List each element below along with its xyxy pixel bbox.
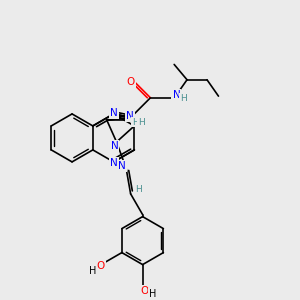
Text: H: H (89, 266, 97, 276)
Text: N: N (118, 161, 126, 171)
Text: H: H (138, 118, 145, 127)
Text: O: O (127, 77, 135, 87)
Text: O: O (140, 286, 149, 296)
Text: N: N (110, 108, 118, 118)
Text: H: H (135, 185, 142, 194)
Text: O: O (97, 261, 105, 271)
Text: N: N (110, 158, 118, 168)
Text: N: N (126, 111, 134, 121)
Text: H: H (149, 289, 156, 298)
Text: H: H (132, 118, 139, 127)
Text: H: H (180, 94, 187, 103)
Text: N: N (111, 141, 119, 151)
Text: N: N (172, 90, 180, 100)
